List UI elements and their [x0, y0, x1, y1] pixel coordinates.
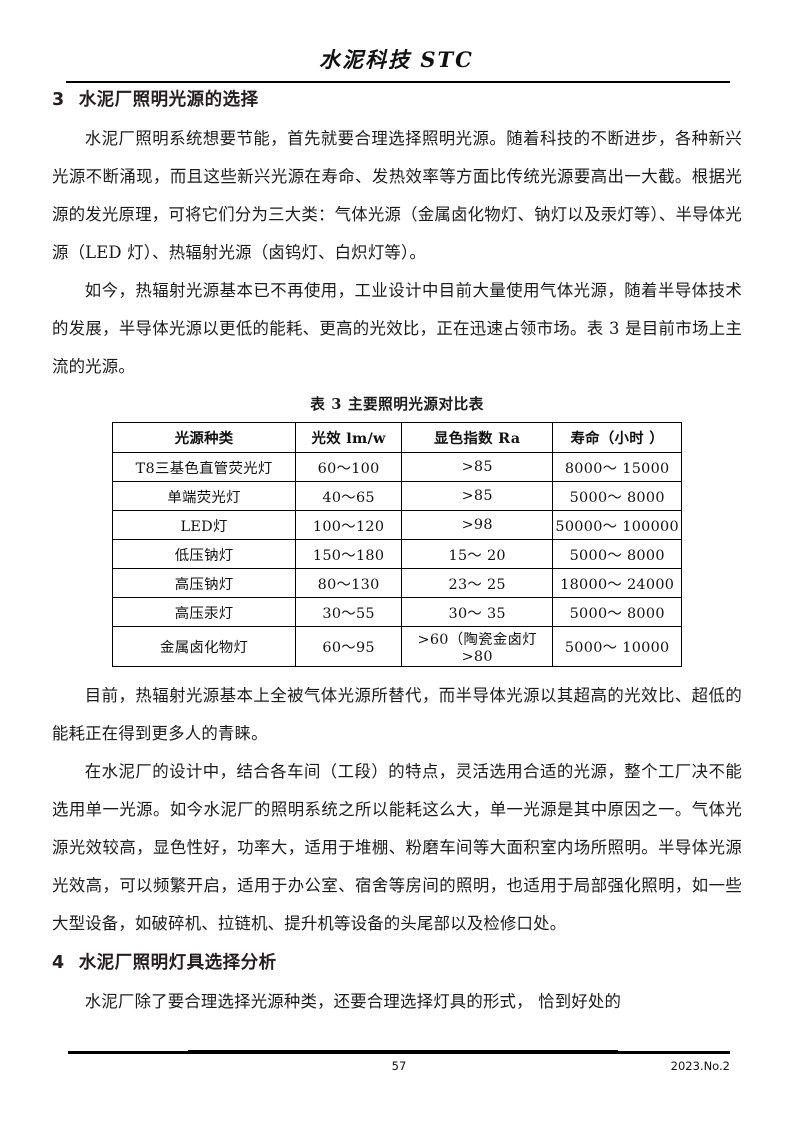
table-row: 低压钠灯 150～180 15～ 20 5000～ 8000 — [111, 539, 682, 569]
cell-lifetime: 5000～ 8000 — [552, 481, 682, 511]
cell-source-type: 高压汞灯 — [111, 597, 297, 627]
spacer — [52, 667, 742, 677]
table-row: 金属卤化物灯 60～95 >60（陶瓷金卤灯 >80 5000～ 10000 — [111, 626, 682, 667]
table-header-row: 光源种类 光效 lm/w 显色指数 Ra 寿命（小时 ） — [111, 422, 682, 453]
cell-lifetime: 5000～ 8000 — [552, 539, 682, 569]
cell-lifetime: 18000～ 24000 — [552, 568, 682, 598]
paragraph-4: 在水泥厂的设计中，结合各车间（工段）的特点，灵活选用合适的光源，整个工厂决不能选… — [52, 762, 742, 933]
cell-cri: 15～ 20 — [401, 539, 554, 569]
table-caption-label: 表 — [310, 396, 326, 413]
table-caption-title: 主要照明光源对比表 — [347, 396, 484, 413]
section-title-3: 水泥厂照明光源的选择 — [78, 90, 259, 110]
cell-efficacy: 40～65 — [295, 481, 403, 511]
section-heading-4: 4 水泥厂照明灯具选择分析 — [52, 949, 742, 977]
cell-efficacy: 80～130 — [295, 568, 403, 598]
header-divider — [66, 81, 730, 83]
table-row: T8三基色直管荧光灯 60～100 >85 8000～ 15000 — [111, 452, 682, 482]
cell-cri: >85 — [401, 452, 554, 482]
cell-efficacy: 60～100 — [295, 452, 403, 482]
column-header-source-type: 光源种类 — [111, 422, 297, 453]
cell-source-type: T8三基色直管荧光灯 — [111, 452, 297, 482]
column-header-cri: 显色指数 Ra — [401, 422, 554, 453]
table-caption-number: 3 — [331, 396, 342, 413]
cell-source-type: 高压钠灯 — [111, 568, 297, 598]
page-content: 3 水泥厂照明光源的选择 水泥厂照明系统想要节能，首先就要合理选择照明光源。随着科… — [52, 86, 742, 1021]
cell-efficacy: 150～180 — [295, 539, 403, 569]
cell-cri: >60（陶瓷金卤灯 >80 — [401, 626, 554, 667]
column-header-lifetime: 寿命（小时 ） — [552, 422, 682, 453]
cell-source-type: LED灯 — [111, 510, 297, 540]
table-caption: 表 3 主要照明光源对比表 — [52, 392, 742, 418]
table-row: 高压汞灯 30～55 30～ 35 5000～ 8000 — [111, 597, 682, 627]
page-footer: 57 2023.No.2 — [68, 1059, 730, 1079]
cell-lifetime: 5000～ 8000 — [552, 597, 682, 627]
table-row: 高压钠灯 80～130 23～ 25 18000～ 24000 — [111, 568, 682, 598]
cell-lifetime: 5000～ 10000 — [552, 626, 682, 667]
cell-cri: 30～ 35 — [401, 597, 554, 627]
paragraph-2: 如今，热辐射光源基本已不再使用，工业设计中目前大量使用气体光源，随着半导体技术的… — [52, 281, 742, 376]
cell-cri: >98 — [401, 510, 554, 540]
cell-efficacy: 60～95 — [295, 626, 403, 667]
comparison-table: 光源种类 光效 lm/w 显色指数 Ra 寿命（小时 ） T8三基色直管荧光灯 … — [111, 422, 682, 667]
cell-cri: >85 — [401, 481, 554, 511]
paragraph-3: 目前，热辐射光源基本上全被气体光源所替代，而半导体光源以其超高的光效比、超低的能… — [52, 686, 742, 743]
comparison-table-wrapper: 光源种类 光效 lm/w 显色指数 Ra 寿命（小时 ） T8三基色直管荧光灯 … — [111, 422, 682, 667]
cell-source-type: 单端荧光灯 — [111, 481, 297, 511]
cell-efficacy: 100～120 — [295, 510, 403, 540]
cell-efficacy: 30～55 — [295, 597, 403, 627]
paragraph-1: 水泥厂照明系统想要节能，首先就要合理选择照明光源。随着科技的不断进步，各种新兴光… — [52, 129, 742, 262]
paragraph-5: 水泥厂除了要合理选择光源种类，还要合理选择灯具的形式， 恰到好处的 — [84, 992, 622, 1011]
table-row: LED灯 100～120 >98 50000～ 100000 — [111, 510, 682, 540]
section-title-4: 水泥厂照明灯具选择分析 — [78, 953, 277, 973]
running-head: 水泥科技 STC — [319, 47, 474, 72]
page-number: 57 — [391, 1059, 407, 1073]
cell-lifetime: 50000～ 100000 — [552, 510, 682, 540]
section-heading-3: 3 水泥厂照明光源的选择 — [52, 86, 742, 114]
footer-divider — [68, 1050, 730, 1054]
cell-source-type: 低压钠灯 — [111, 539, 297, 569]
section-number-4: 4 — [52, 953, 65, 973]
section-number-3: 3 — [52, 90, 65, 110]
column-header-efficacy: 光效 lm/w — [295, 422, 403, 453]
cell-source-type: 金属卤化物灯 — [111, 626, 297, 667]
issue-label: 2023.No.2 — [670, 1059, 730, 1073]
cell-cri: 23～ 25 — [401, 568, 554, 598]
table-row: 单端荧光灯 40～65 >85 5000～ 8000 — [111, 481, 682, 511]
cell-lifetime: 8000～ 15000 — [552, 452, 682, 482]
